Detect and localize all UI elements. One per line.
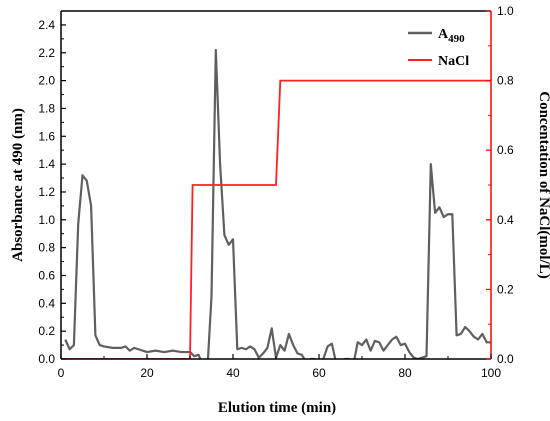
y-axis-right-title: Concentation of NaCl(mol/L) — [536, 91, 550, 279]
y-tick-label: 0.0 — [38, 352, 55, 366]
y-right-tick-label: 0.6 — [497, 143, 514, 157]
series-line-nacl — [61, 79, 491, 359]
x-tick-label: 0 — [58, 366, 65, 380]
y-right-tick-label: 0.8 — [497, 74, 514, 88]
x-tick-label: 40 — [226, 366, 240, 380]
legend-label-nacl: NaCl — [438, 54, 469, 69]
y-axis-title: Absorbance at 490 (nm) — [10, 108, 26, 262]
series-line-a490 — [64, 48, 491, 359]
x-tick-label: 20 — [140, 366, 154, 380]
y-right-tick-label: 0.4 — [497, 213, 514, 227]
y-tick-label: 0.4 — [38, 296, 55, 310]
legend-label-a490: A490 — [438, 27, 465, 45]
y-tick-label: 1.2 — [38, 185, 55, 199]
y-tick-label: 1.6 — [38, 129, 55, 143]
y-right-tick-label: 1.0 — [497, 4, 514, 18]
x-axis-title: Elution time (min) — [218, 400, 336, 416]
y-tick-label: 0.2 — [38, 324, 55, 338]
y-tick-label: 2.2 — [38, 46, 55, 60]
axes-layer: 0 20 40 60 80 1000.00.20.40.60.81.01.21.41.61… — [38, 4, 514, 380]
y-tick-label: 2.0 — [38, 74, 55, 88]
legend: A490 NaCl — [408, 27, 469, 69]
y-right-tick-label: 0.2 — [497, 282, 514, 296]
y-tick-label: 1.4 — [38, 157, 55, 171]
y-tick-label: 2.4 — [38, 18, 55, 32]
y-tick-label: 1.0 — [38, 213, 55, 227]
x-tick-label: 60 — [312, 366, 326, 380]
plot-series-layer — [61, 48, 491, 359]
y-tick-label: 1.8 — [38, 101, 55, 115]
y-tick-label: 0.6 — [38, 268, 55, 282]
y-tick-label: 0.8 — [38, 241, 55, 255]
y-right-tick-label: 0.0 — [497, 352, 514, 366]
x-tick-label: 80 — [398, 366, 412, 380]
x-tick-label: 100 — [481, 366, 501, 380]
